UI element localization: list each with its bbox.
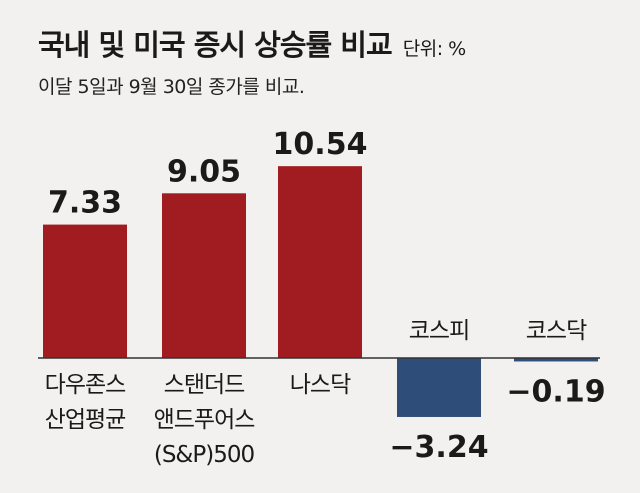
value-label-4: −3.24 [389,430,488,465]
value-label-5: −0.19 [506,374,605,409]
category-label-5: 코스닥 [526,318,587,344]
bar-4 [397,358,481,417]
chart-title: 국내 및 미국 증시 상승률 비교 [38,28,393,62]
bar-5 [514,358,598,362]
category-label-3: 나스닥 [290,372,351,398]
category-label-2: 스탠더드 앤드푸어스 (S&P)500 [154,372,255,468]
value-label-3: 10.54 [273,127,368,162]
chart-subtitle: 이달 5일과 9월 30일 종가를 비교. [38,76,305,98]
value-label-2: 9.05 [167,154,241,189]
title-row: 국내 및 미국 증시 상승률 비교 단위: % [38,22,466,64]
value-label-1: 7.33 [48,186,122,221]
unit-label: 단위: % [402,38,466,60]
category-label-1: 다우존스 산업평균 [45,372,126,433]
bar-3 [278,166,362,358]
bar-2 [162,193,246,358]
bar-1 [43,224,127,358]
category-label-4: 코스피 [409,318,469,344]
